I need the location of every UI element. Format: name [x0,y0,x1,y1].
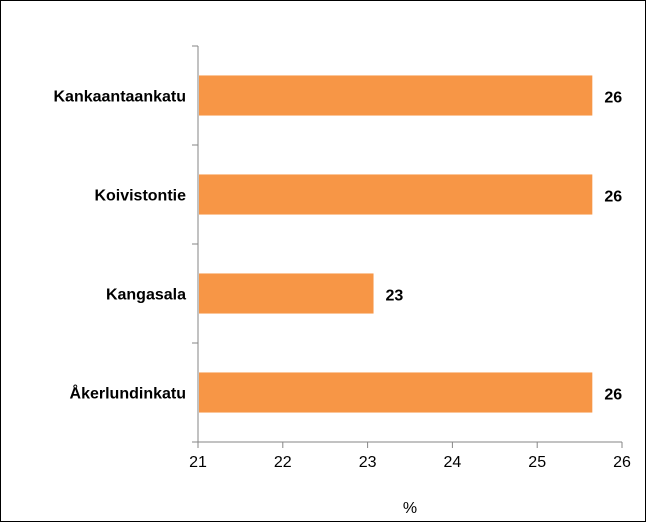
category-label: Åkerlundinkatu [70,384,186,403]
x-tick-label: 21 [189,454,207,471]
data-label: 26 [604,189,622,206]
category-label: Kangasala [106,287,186,304]
x-tick-label: 23 [359,454,377,471]
axes [192,45,623,448]
bar [199,372,593,413]
data-label: 26 [604,387,622,404]
bars [199,75,593,413]
data-label: 23 [386,288,404,305]
x-tick-label: 24 [444,454,462,471]
category-label: Kankaantaankatu [54,89,187,106]
x-tick-label: 22 [274,454,292,471]
x-axis-title: % [403,500,417,517]
bar [199,273,374,314]
category-label: Koivistontie [94,188,186,205]
data-label: 26 [604,90,622,107]
bar [199,75,593,116]
bar [199,174,593,215]
labels: 21 22 23 24 25 26 Kankaantaankatu 26 Koivistonti… [54,89,632,472]
x-tick-label: 26 [613,454,631,471]
x-tick-label: 25 [528,454,546,471]
